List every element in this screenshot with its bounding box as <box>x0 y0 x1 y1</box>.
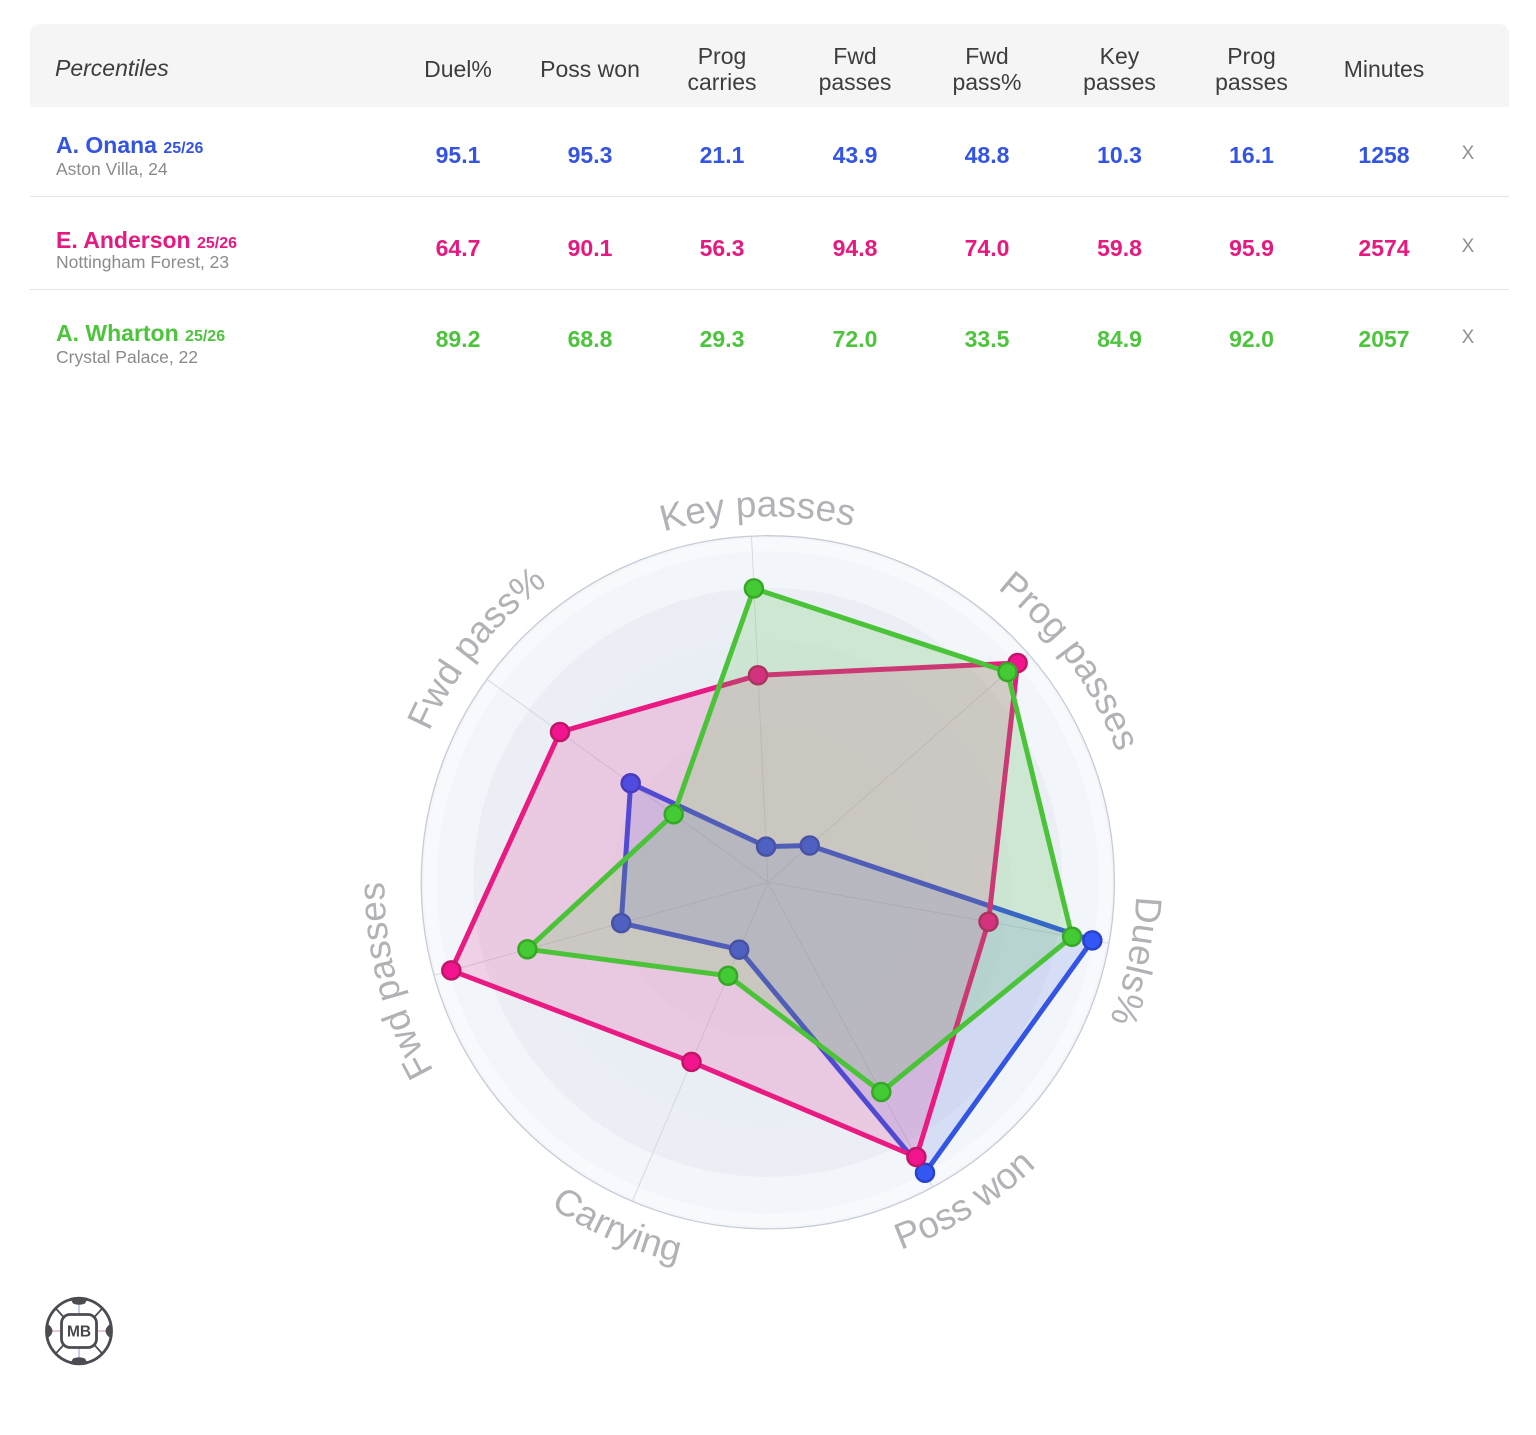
svg-text:MB: MB <box>67 1324 91 1341</box>
svg-text:Key passes: Key passes <box>655 483 859 539</box>
